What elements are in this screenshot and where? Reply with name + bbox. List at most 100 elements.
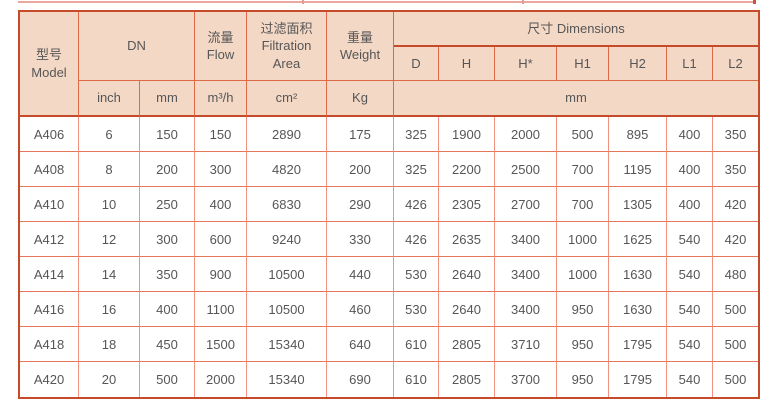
- value-cell: 2000: [195, 362, 247, 397]
- previous-table-bottom-edge: [18, 0, 756, 4]
- value-cell: 3710: [495, 327, 557, 362]
- value-cell: 950: [557, 292, 609, 327]
- value-cell: 500: [557, 117, 609, 152]
- table-row: A414 14 350 900 10500 440 530 2640 3400 1000 1630 5…: [20, 257, 759, 292]
- value-cell: 300: [195, 152, 247, 187]
- value-cell: 1900: [439, 117, 495, 152]
- model-cell: A412: [20, 222, 79, 257]
- value-cell: 3400: [495, 257, 557, 292]
- header-row-units: inch mm m³/h cm² Kg mm: [20, 81, 759, 117]
- value-cell: 14: [79, 257, 140, 292]
- table-row: A408 8 200 300 4820 200 325 2200 2500 700 1195 400 3…: [20, 152, 759, 187]
- header-cell-dn: DN: [79, 12, 195, 81]
- table-row: A412 12 300 600 9240 330 426 2635 3400 1000 1625 54…: [20, 222, 759, 257]
- table-header: 型号 Model DN 流量 Flow 过滤面积 Filtration Area…: [20, 12, 759, 117]
- value-cell: 540: [667, 327, 713, 362]
- unit-cell-weight: Kg: [327, 81, 394, 117]
- divider: [522, 0, 524, 4]
- model-cell: A420: [20, 362, 79, 397]
- value-cell: 1000: [557, 257, 609, 292]
- model-cell: A410: [20, 187, 79, 222]
- value-cell: 420: [713, 222, 759, 257]
- value-cell: 325: [394, 152, 439, 187]
- value-cell: 2640: [439, 257, 495, 292]
- unit-cell-mm: mm: [140, 81, 195, 117]
- value-cell: 500: [713, 327, 759, 362]
- value-cell: 2305: [439, 187, 495, 222]
- value-cell: 2000: [495, 117, 557, 152]
- value-cell: 330: [327, 222, 394, 257]
- value-cell: 290: [327, 187, 394, 222]
- value-cell: 200: [140, 152, 195, 187]
- value-cell: 350: [140, 257, 195, 292]
- value-cell: 350: [713, 117, 759, 152]
- value-cell: 530: [394, 257, 439, 292]
- table-row: A416 16 400 1100 10500 460 530 2640 3400 950 1630 5…: [20, 292, 759, 327]
- value-cell: 1195: [609, 152, 667, 187]
- value-cell: 1000: [557, 222, 609, 257]
- value-cell: 10500: [247, 257, 327, 292]
- header-cell-model: 型号 Model: [20, 12, 79, 117]
- table-row: A418 18 450 1500 15340 640 610 2805 3710 950 1795 5…: [20, 327, 759, 362]
- value-cell: 480: [713, 257, 759, 292]
- model-cell: A408: [20, 152, 79, 187]
- divider: [18, 1, 756, 3]
- value-cell: 600: [195, 222, 247, 257]
- unit-cell-inch: inch: [79, 81, 140, 117]
- value-cell: 950: [557, 362, 609, 397]
- value-cell: 530: [394, 292, 439, 327]
- value-cell: 2890: [247, 117, 327, 152]
- value-cell: 10500: [247, 292, 327, 327]
- unit-cell-area: cm²: [247, 81, 327, 117]
- value-cell: 325: [394, 117, 439, 152]
- value-cell: 2805: [439, 327, 495, 362]
- header-cell-h1: H1: [557, 47, 609, 81]
- value-cell: 350: [713, 152, 759, 187]
- header-cell-dimensions: 尺寸 Dimensions: [394, 12, 759, 47]
- value-cell: 440: [327, 257, 394, 292]
- value-cell: 2635: [439, 222, 495, 257]
- header-cell-h2: H2: [609, 47, 667, 81]
- value-cell: 540: [667, 222, 713, 257]
- value-cell: 950: [557, 327, 609, 362]
- value-cell: 1100: [195, 292, 247, 327]
- value-cell: 610: [394, 327, 439, 362]
- value-cell: 200: [327, 152, 394, 187]
- value-cell: 400: [667, 187, 713, 222]
- value-cell: 426: [394, 187, 439, 222]
- value-cell: 500: [140, 362, 195, 397]
- header-cell-h-star: H*: [495, 47, 557, 81]
- value-cell: 3400: [495, 222, 557, 257]
- header-cell-filtration-area: 过滤面积 Filtration Area: [247, 12, 327, 81]
- value-cell: 2500: [495, 152, 557, 187]
- value-cell: 400: [195, 187, 247, 222]
- value-cell: 400: [667, 152, 713, 187]
- value-cell: 15340: [247, 362, 327, 397]
- value-cell: 400: [140, 292, 195, 327]
- value-cell: 150: [195, 117, 247, 152]
- value-cell: 900: [195, 257, 247, 292]
- value-cell: 8: [79, 152, 140, 187]
- value-cell: 426: [394, 222, 439, 257]
- value-cell: 6830: [247, 187, 327, 222]
- value-cell: 540: [667, 292, 713, 327]
- table-row: A410 10 250 400 6830 290 426 2305 2700 700 1305 400…: [20, 187, 759, 222]
- value-cell: 3700: [495, 362, 557, 397]
- value-cell: 10: [79, 187, 140, 222]
- value-cell: 1305: [609, 187, 667, 222]
- header-row-2: D H H* H1 H2 L1 L2: [20, 47, 759, 81]
- value-cell: 1500: [195, 327, 247, 362]
- model-cell: A416: [20, 292, 79, 327]
- value-cell: 2200: [439, 152, 495, 187]
- unit-cell-flow: m³/h: [195, 81, 247, 117]
- table-row: A406 6 150 150 2890 175 325 1900 2000 500 895 400 35…: [20, 117, 759, 152]
- header-cell-l1: L1: [667, 47, 713, 81]
- value-cell: 300: [140, 222, 195, 257]
- value-cell: 610: [394, 362, 439, 397]
- header-cell-weight: 重量 Weight: [327, 12, 394, 81]
- value-cell: 700: [557, 152, 609, 187]
- value-cell: 20: [79, 362, 140, 397]
- value-cell: 15340: [247, 327, 327, 362]
- table-row: A420 20 500 2000 15340 690 610 2805 3700 950 1795 5…: [20, 362, 759, 397]
